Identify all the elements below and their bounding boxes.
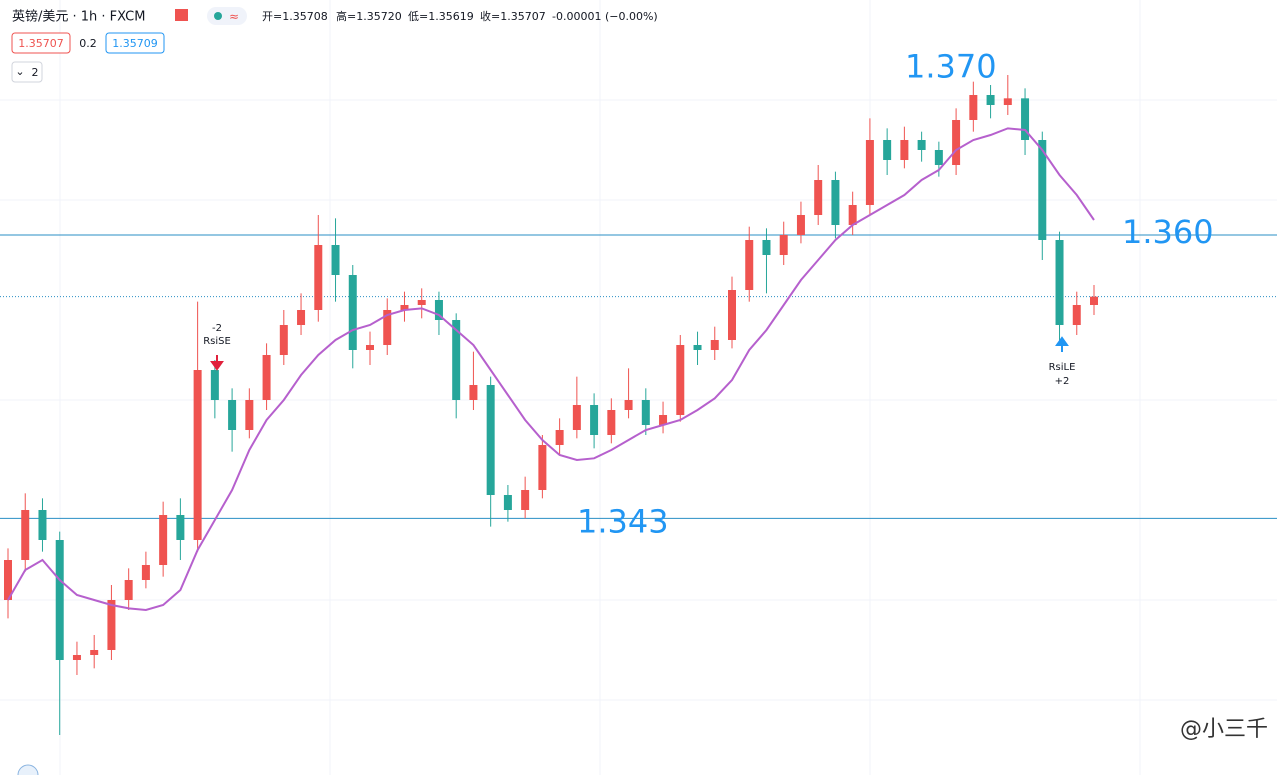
candle-body [814,180,823,215]
candle-body [607,410,616,435]
candle-body [90,650,99,655]
buy-button[interactable] [105,32,165,54]
candle-body [193,370,202,540]
candle-body [486,385,495,495]
indicator-toggle[interactable] [11,61,43,83]
candle-body [348,275,357,350]
candle-body [1055,240,1064,325]
signal-qty: +2 [1055,376,1070,387]
candle-body [555,430,564,445]
candle-body [917,140,926,150]
candle-body [210,370,219,400]
peak-label: 1.370 [905,47,997,85]
candle-body [693,345,702,350]
signal-name: RsiLE [1049,362,1076,373]
status-dot [214,12,222,20]
candle-body [228,400,237,430]
signal-qty: -2 [212,323,222,334]
status-icon: ≈ [229,10,239,24]
signal-name: RsiSE [203,336,231,347]
candle-body [469,385,478,400]
candle-body [900,140,909,160]
candle-body [796,215,805,235]
level-label: 1.360 [1122,213,1214,251]
candle-body [503,495,512,510]
candle-body [262,355,271,400]
candle-body [779,235,788,255]
buy-arrow [1055,336,1069,352]
candle-body [417,300,426,305]
candle-body [831,180,840,225]
candle-body [952,120,961,165]
candle-body [452,320,461,400]
spread: 0.2 [79,37,97,50]
candle-body [55,540,64,660]
candle-body [1038,140,1047,240]
candle-body [141,565,150,580]
sell-arrow [210,355,224,371]
candle-body [590,405,599,435]
watermark: @小三千 [1180,717,1268,742]
candle-body [865,140,874,205]
sell-button[interactable] [11,32,71,54]
candle-body [659,415,668,425]
ohlc-high: 高=1.35720 [336,9,402,23]
candle-body [538,445,547,490]
candle-body [762,240,771,255]
candle-body [331,245,340,275]
candle-body [624,400,633,410]
candle-body [21,510,30,560]
candle-body [38,510,47,540]
status-pill[interactable] [207,7,247,25]
ohlc-close: 收=1.35707 [480,9,546,23]
chevron: ⌄ [15,65,24,78]
flag[interactable] [175,9,188,21]
candle-body [176,515,185,540]
candle-body [383,310,392,345]
candle-body [124,580,133,600]
candle-body [710,340,719,350]
candle-body [883,140,892,160]
candle-body [434,300,443,320]
candle-body [1090,296,1098,305]
bid: 1.35707 [18,37,64,50]
candle-body [986,95,995,105]
ask: 1.35709 [112,37,158,50]
level-label: 1.343 [577,502,669,540]
candle-body [366,345,374,350]
candle-body [1003,98,1012,105]
ohlc-change: -0.00001 (−0.00%) [552,10,658,23]
candle-body [400,305,409,310]
corner-button[interactable] [17,764,39,775]
candle-body [279,325,288,355]
candle-body [641,400,650,425]
ohlc-open: 开=1.35708 [262,10,328,23]
candle-body [4,560,12,600]
candle-body [314,245,323,310]
candle-body [297,310,306,325]
candle-body [676,345,685,415]
candle-body [245,400,254,430]
candle-body [1021,98,1030,140]
ohlc-low: 低=1.35619 [408,10,474,23]
candle-body [745,240,754,290]
candle-body [107,600,116,650]
candle-body [572,405,581,430]
candle-body [521,490,530,510]
candle-body [72,655,81,660]
candle-body [848,205,857,225]
moving-average [7,127,1095,612]
symbol[interactable]: 英镑/美元 · 1h · FXCM [12,9,145,25]
candle-body [159,515,168,565]
candle-body [1072,305,1081,325]
indicator-count: 2 [32,66,39,79]
candle-body [728,290,736,340]
candle-body [969,95,978,120]
candle-body [934,150,943,165]
